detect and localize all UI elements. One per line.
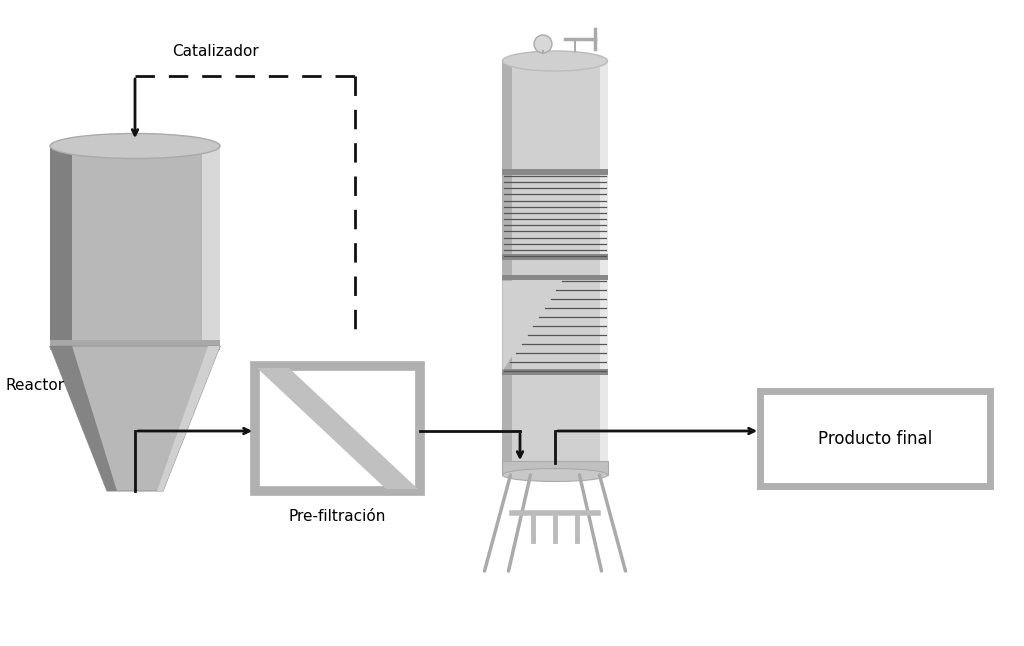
Ellipse shape <box>503 51 607 71</box>
Polygon shape <box>599 61 607 461</box>
FancyBboxPatch shape <box>255 366 420 491</box>
Polygon shape <box>202 146 220 346</box>
Polygon shape <box>50 146 72 346</box>
Polygon shape <box>50 346 220 491</box>
Polygon shape <box>503 281 560 371</box>
Text: Producto final: Producto final <box>818 430 932 448</box>
Text: Reactor: Reactor <box>5 379 65 393</box>
Polygon shape <box>50 340 220 350</box>
Ellipse shape <box>50 134 220 158</box>
Polygon shape <box>157 346 220 491</box>
Text: Catalizador: Catalizador <box>172 43 259 59</box>
Polygon shape <box>503 461 607 475</box>
FancyBboxPatch shape <box>760 391 990 486</box>
Polygon shape <box>50 146 220 346</box>
Ellipse shape <box>503 468 607 481</box>
Polygon shape <box>50 346 117 491</box>
Circle shape <box>534 35 552 53</box>
Polygon shape <box>503 275 607 280</box>
Polygon shape <box>503 61 512 461</box>
Polygon shape <box>503 169 607 175</box>
Polygon shape <box>503 253 607 260</box>
Polygon shape <box>503 61 607 461</box>
Text: Pre-filtración: Pre-filtración <box>289 509 386 524</box>
Polygon shape <box>503 369 607 375</box>
Polygon shape <box>257 368 418 489</box>
